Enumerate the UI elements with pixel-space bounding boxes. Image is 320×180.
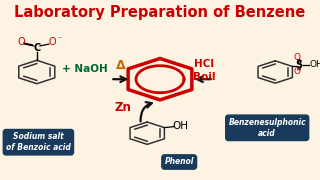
Text: Boil: Boil — [193, 71, 215, 82]
Text: Phenol: Phenol — [164, 158, 194, 166]
Text: OH: OH — [172, 121, 188, 131]
Text: O: O — [48, 37, 56, 47]
Text: O: O — [18, 37, 25, 47]
Text: Δ: Δ — [116, 59, 126, 72]
Text: O: O — [294, 53, 301, 62]
Text: Zn: Zn — [115, 101, 132, 114]
Text: C: C — [33, 43, 40, 53]
Text: Laboratory Preparation of Benzene: Laboratory Preparation of Benzene — [14, 5, 306, 20]
Text: O: O — [294, 67, 301, 76]
Text: Benzenesulphonic
acid: Benzenesulphonic acid — [228, 118, 306, 138]
Text: HCl: HCl — [194, 59, 214, 69]
Text: OH: OH — [309, 60, 320, 69]
Text: ⁻: ⁻ — [57, 34, 61, 43]
Text: S: S — [295, 60, 302, 70]
Text: + NaOH: + NaOH — [62, 64, 108, 74]
Text: Sodium salt
of Benzoic acid: Sodium salt of Benzoic acid — [6, 132, 71, 152]
